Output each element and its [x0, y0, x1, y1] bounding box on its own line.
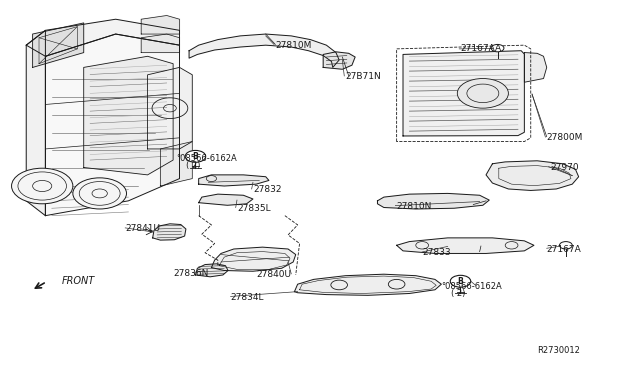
Text: 27167AA: 27167AA [461, 44, 502, 53]
Text: 27810N: 27810N [397, 202, 432, 211]
Text: 27834L: 27834L [230, 293, 264, 302]
Polygon shape [33, 23, 84, 67]
Circle shape [559, 241, 572, 249]
Text: R2730012: R2730012 [537, 346, 580, 355]
Polygon shape [153, 224, 186, 240]
Circle shape [73, 178, 127, 209]
Text: 27836N: 27836N [173, 269, 209, 278]
Polygon shape [141, 16, 179, 34]
Text: 27832: 27832 [253, 185, 282, 194]
Polygon shape [161, 141, 192, 186]
Text: 27810M: 27810M [275, 41, 312, 50]
Text: ( 2): ( 2) [186, 161, 200, 170]
Circle shape [458, 78, 508, 108]
Circle shape [185, 150, 205, 162]
Circle shape [491, 44, 504, 52]
Polygon shape [211, 247, 296, 271]
Polygon shape [148, 67, 192, 149]
Text: 27840U: 27840U [256, 270, 291, 279]
Polygon shape [45, 34, 179, 216]
Polygon shape [189, 34, 339, 67]
Text: 27841U: 27841U [125, 224, 160, 233]
Text: 27970: 27970 [550, 163, 579, 172]
Text: ( 2): ( 2) [451, 289, 465, 298]
Text: FRONT: FRONT [61, 276, 95, 285]
Text: 27835L: 27835L [237, 204, 271, 213]
Polygon shape [141, 34, 179, 52]
Text: 27B71N: 27B71N [346, 72, 381, 81]
Polygon shape [486, 161, 579, 190]
Polygon shape [403, 51, 524, 136]
Polygon shape [195, 264, 228, 277]
Polygon shape [84, 56, 173, 175]
Text: B: B [193, 152, 198, 161]
Text: 27833: 27833 [422, 248, 451, 257]
Text: B: B [458, 277, 463, 286]
Polygon shape [26, 31, 45, 216]
Polygon shape [26, 19, 179, 56]
Text: °08566-6162A: °08566-6162A [176, 154, 237, 163]
Polygon shape [294, 274, 442, 295]
Text: 27167A: 27167A [547, 244, 582, 253]
Text: 27800M: 27800M [547, 133, 583, 142]
Polygon shape [397, 238, 534, 253]
Polygon shape [378, 193, 489, 209]
Circle shape [12, 168, 73, 204]
Text: °08566-6162A: °08566-6162A [442, 282, 502, 291]
Polygon shape [323, 52, 355, 69]
Polygon shape [198, 175, 269, 186]
Polygon shape [198, 194, 253, 205]
Circle shape [451, 275, 470, 287]
Polygon shape [524, 52, 547, 82]
